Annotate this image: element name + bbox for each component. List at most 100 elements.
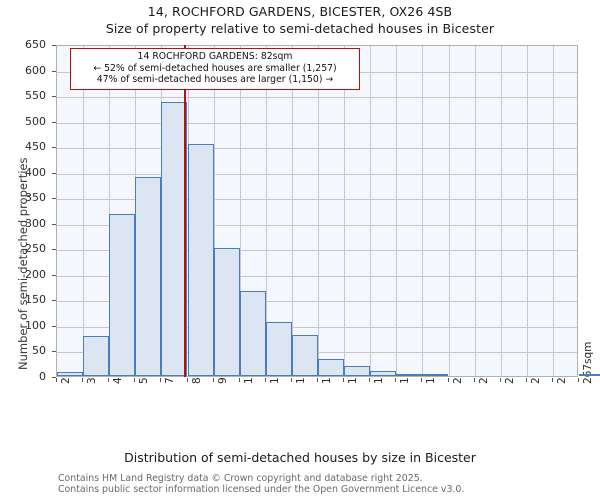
- plot-area: [56, 45, 600, 377]
- gridline-horizontal: [57, 173, 577, 175]
- y-tick-mark: [52, 96, 56, 98]
- y-tick-mark: [52, 274, 56, 276]
- histogram-bar: [291, 335, 318, 376]
- x-axis-label: Distribution of semi-detached houses by …: [124, 450, 476, 465]
- histogram-bar: [109, 214, 136, 376]
- annotation-line-1: 14 ROCHFORD GARDENS: 82sqm: [137, 51, 293, 62]
- gridline-vertical: [318, 46, 319, 376]
- histogram-bar: [344, 365, 371, 376]
- gridline-horizontal: [57, 122, 577, 124]
- x-tick-mark: [578, 378, 579, 382]
- gridline-vertical: [265, 46, 267, 376]
- histogram-bar: [83, 336, 110, 376]
- x-tick-mark: [212, 378, 214, 382]
- x-tick-mark: [56, 378, 57, 382]
- histogram-bar: [161, 102, 188, 376]
- x-tick-mark: [499, 378, 501, 382]
- gridline-vertical: [344, 46, 346, 376]
- x-tick-mark: [238, 378, 240, 382]
- gridline-horizontal: [57, 224, 577, 226]
- gridline-vertical: [526, 46, 528, 376]
- y-tick-label: 450: [25, 140, 46, 154]
- y-tick-mark: [52, 198, 56, 200]
- y-tick-label: 200: [25, 267, 46, 281]
- x-tick-mark: [290, 378, 292, 382]
- x-tick-mark: [264, 378, 266, 382]
- x-tick-mark: [108, 378, 110, 382]
- x-tick-mark: [525, 378, 527, 382]
- gridline-vertical: [239, 46, 241, 376]
- histogram-bar: [579, 374, 600, 376]
- chart-subtitle: Size of property relative to semi-detach…: [105, 21, 495, 36]
- y-tick-mark: [52, 70, 56, 72]
- gridline-vertical: [474, 46, 476, 376]
- x-tick-mark: [134, 378, 136, 382]
- annotation-line-3: 47% of semi-detached houses are larger (…: [96, 74, 334, 85]
- footer-line-2: Contains public sector information licen…: [58, 484, 465, 495]
- y-tick-label: 600: [25, 63, 46, 77]
- y-tick-label: 250: [25, 242, 46, 256]
- y-tick-label: 550: [25, 89, 46, 103]
- y-tick-mark: [52, 121, 56, 123]
- x-tick-mark: [369, 378, 371, 382]
- histogram-bar: [57, 371, 84, 376]
- gridline-horizontal: [57, 301, 577, 303]
- gridline-horizontal: [57, 148, 577, 150]
- histogram-bar: [422, 374, 449, 376]
- gridline-vertical: [370, 46, 372, 376]
- y-tick-label: 500: [25, 114, 46, 128]
- y-tick-label: 350: [25, 191, 46, 205]
- gridline-vertical: [422, 46, 424, 376]
- y-tick-mark: [52, 351, 56, 353]
- histogram-bar: [396, 374, 423, 376]
- y-tick-label: 0: [39, 370, 46, 383]
- y-tick-mark: [52, 300, 56, 302]
- histogram-bar: [239, 291, 266, 376]
- x-tick-mark: [473, 378, 475, 382]
- y-tick-label: 100: [25, 318, 46, 332]
- y-tick-label: 50: [32, 344, 46, 358]
- x-tick-mark: [343, 378, 345, 382]
- x-tick-mark: [447, 378, 449, 382]
- x-tick-mark: [421, 378, 423, 382]
- y-tick-mark: [52, 377, 56, 378]
- x-tick-mark: [160, 378, 162, 382]
- y-tick-mark: [52, 325, 56, 327]
- gridline-vertical: [396, 46, 398, 376]
- gridline-vertical: [109, 46, 111, 376]
- x-tick-mark: [186, 378, 188, 382]
- histogram-bar: [318, 359, 345, 376]
- gridline-horizontal: [57, 97, 577, 99]
- gridline-horizontal: [57, 250, 577, 252]
- x-tick-mark: [317, 378, 318, 382]
- property-marker-line: [183, 45, 186, 377]
- chart-title: 14, ROCHFORD GARDENS, BICESTER, OX26 4SB: [147, 4, 453, 19]
- gridline-vertical: [500, 46, 502, 376]
- x-tick-mark: [551, 378, 553, 382]
- histogram-bar: [370, 371, 397, 376]
- x-tick-mark: [395, 378, 397, 382]
- histogram-bar: [187, 144, 214, 376]
- gridline-vertical: [83, 46, 85, 376]
- y-tick-label: 400: [25, 165, 46, 179]
- y-axis-label: Number of semi-detached properties: [16, 157, 30, 370]
- x-tick-mark: [82, 378, 84, 382]
- gridline-vertical: [213, 46, 215, 376]
- y-tick-label: 150: [25, 293, 46, 307]
- annotation-box: 14 ROCHFORD GARDENS: 82sqm ← 52% of semi…: [70, 48, 360, 90]
- histogram-bar: [213, 248, 240, 376]
- gridline-horizontal: [57, 326, 577, 328]
- y-tick-mark: [52, 172, 56, 174]
- histogram-bar: [265, 321, 292, 376]
- gridline-vertical: [552, 46, 554, 376]
- y-tick-mark: [52, 249, 56, 251]
- y-tick-label: 650: [25, 38, 46, 51]
- gridline-vertical: [291, 46, 293, 376]
- x-tick-label: 267sqm: [582, 341, 594, 384]
- gridline-horizontal: [57, 199, 577, 201]
- y-tick-mark: [52, 147, 56, 149]
- y-tick-mark: [52, 45, 56, 46]
- gridline-horizontal: [57, 275, 577, 277]
- y-tick-label: 300: [25, 216, 46, 230]
